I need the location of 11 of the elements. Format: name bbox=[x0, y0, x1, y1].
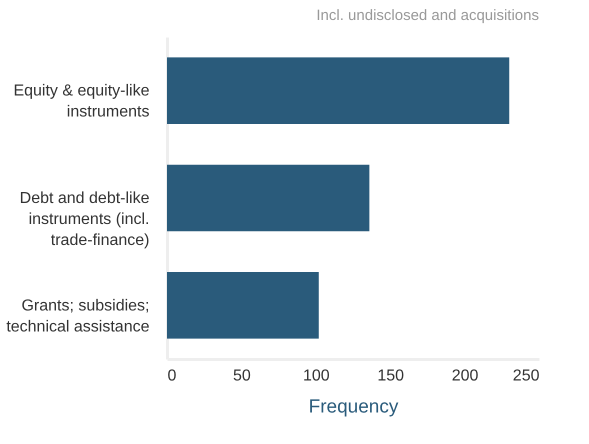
x-tick-label: 150 bbox=[377, 368, 404, 384]
x-axis-title: Frequency bbox=[308, 396, 399, 418]
y-tick-label: Equity & equity-like instruments bbox=[13, 82, 150, 121]
x-tick-label: 200 bbox=[452, 368, 479, 384]
chart-subtitle: Incl. undisclosed and acquisitions bbox=[316, 7, 539, 24]
x-tick-label: 50 bbox=[233, 368, 251, 384]
x-tick-label: 250 bbox=[512, 368, 540, 384]
y-tick-label: Debt and debt-like instruments (incl. trade-finance) bbox=[20, 190, 150, 249]
x-tick-label: 0 bbox=[168, 368, 176, 384]
y-tick-label: Grants; subsidies; technical assistance bbox=[6, 297, 150, 336]
x-tick-label: 100 bbox=[302, 368, 330, 384]
